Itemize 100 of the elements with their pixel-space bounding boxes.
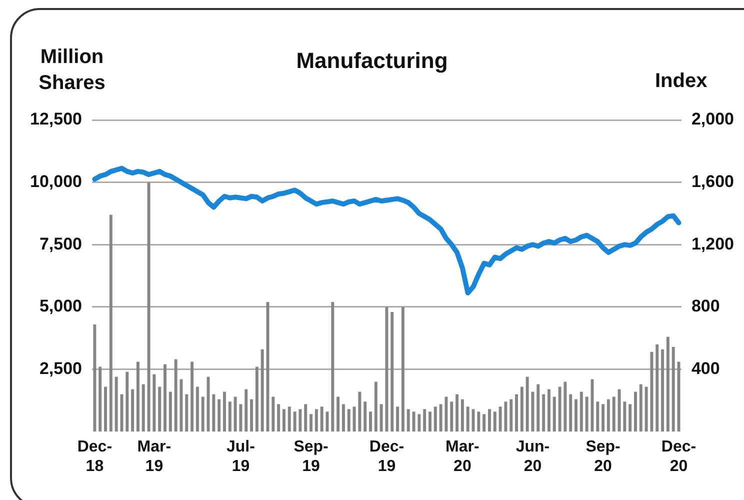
y2-axis-title: Index xyxy=(655,70,708,93)
bar xyxy=(298,409,302,432)
bar xyxy=(656,344,659,432)
x-tick-label: Dec-20 xyxy=(661,438,696,475)
bar xyxy=(239,404,242,432)
bar xyxy=(498,406,502,432)
bar xyxy=(661,349,664,432)
bar xyxy=(364,402,367,432)
bar xyxy=(504,402,508,432)
bar xyxy=(282,409,286,432)
x-tick-label: Mar-20 xyxy=(446,438,480,475)
bar xyxy=(515,394,518,432)
bar xyxy=(369,412,372,432)
x-tick-label: Mar-19 xyxy=(137,438,172,475)
bar xyxy=(180,379,183,432)
bar xyxy=(412,412,416,432)
bar xyxy=(634,392,637,432)
bar xyxy=(639,384,642,432)
bar xyxy=(401,306,404,432)
bar xyxy=(293,412,296,432)
bar xyxy=(574,399,578,432)
bar xyxy=(434,406,437,432)
bar xyxy=(460,399,464,432)
bar xyxy=(590,379,594,432)
bar xyxy=(212,394,216,432)
bar xyxy=(218,399,221,432)
bar xyxy=(164,364,166,432)
bar xyxy=(331,302,334,432)
bar xyxy=(466,406,470,432)
bar xyxy=(488,409,491,432)
bar xyxy=(336,396,340,432)
bar xyxy=(450,402,454,432)
x-tick-label: Jun-20 xyxy=(516,438,550,475)
bar xyxy=(569,394,572,432)
bar xyxy=(114,376,118,432)
bar xyxy=(358,392,362,432)
bar xyxy=(260,349,264,432)
bar xyxy=(142,384,145,432)
bar xyxy=(304,404,308,432)
bar xyxy=(444,396,448,432)
y-tick-label: 2,500 xyxy=(39,358,82,378)
bar xyxy=(406,409,410,432)
bar xyxy=(93,324,96,432)
bar xyxy=(223,392,226,432)
x-tick-label: Sep-20 xyxy=(586,438,620,475)
y2-tick-label: 2,000 xyxy=(691,110,734,129)
bar xyxy=(564,382,567,432)
bar xyxy=(428,412,432,432)
bar xyxy=(320,406,324,432)
bar xyxy=(547,389,550,432)
bar xyxy=(536,384,540,432)
bar xyxy=(672,346,675,432)
bar xyxy=(196,386,199,432)
bar xyxy=(558,386,562,432)
bar xyxy=(602,404,605,432)
y2-tick-label: 1,600 xyxy=(691,172,734,192)
x-tick-label: Jul-19 xyxy=(226,438,255,475)
bar xyxy=(418,414,421,432)
x-tick-label: Sep-19 xyxy=(294,438,328,475)
y-tick-label: 10,000 xyxy=(30,172,82,192)
bar xyxy=(612,396,616,432)
bar xyxy=(352,406,356,432)
x-tick-label: Dec-19 xyxy=(369,438,404,475)
y-tick-label: 7,500 xyxy=(39,234,82,254)
bar xyxy=(493,412,496,432)
bar xyxy=(147,182,150,432)
bar xyxy=(482,414,486,432)
bar xyxy=(206,376,210,432)
bar xyxy=(374,382,378,432)
bar xyxy=(250,399,254,432)
bar xyxy=(596,402,600,432)
bar xyxy=(390,312,394,432)
bar xyxy=(152,374,156,432)
bar xyxy=(174,359,178,432)
y2-tick-label: 1,200 xyxy=(691,234,734,254)
x-tick-label: Dec-18 xyxy=(77,438,112,475)
bar xyxy=(314,409,318,432)
bar xyxy=(244,389,248,432)
bar xyxy=(185,394,188,432)
bar xyxy=(477,412,480,432)
bar xyxy=(277,404,280,432)
y-tick-label: 12,500 xyxy=(30,110,82,129)
bar xyxy=(526,376,529,432)
bar xyxy=(98,366,102,432)
bar xyxy=(666,336,670,432)
bar xyxy=(623,402,626,432)
bar xyxy=(650,352,654,432)
bar xyxy=(618,389,621,432)
bar xyxy=(131,389,134,432)
bar xyxy=(126,372,129,432)
bar xyxy=(644,386,648,432)
bar xyxy=(288,406,291,432)
bar xyxy=(542,394,546,432)
bar xyxy=(136,362,140,432)
bar xyxy=(585,396,588,432)
bar xyxy=(552,396,556,432)
y-tick-label: 5,000 xyxy=(39,296,82,316)
bar xyxy=(606,399,610,432)
bar xyxy=(380,404,383,432)
bar xyxy=(104,386,108,432)
